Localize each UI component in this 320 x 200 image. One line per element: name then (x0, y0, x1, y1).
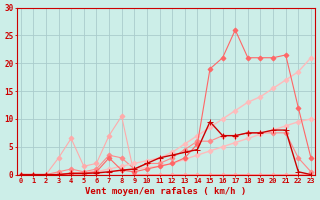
X-axis label: Vent moyen/en rafales ( km/h ): Vent moyen/en rafales ( km/h ) (85, 187, 246, 196)
